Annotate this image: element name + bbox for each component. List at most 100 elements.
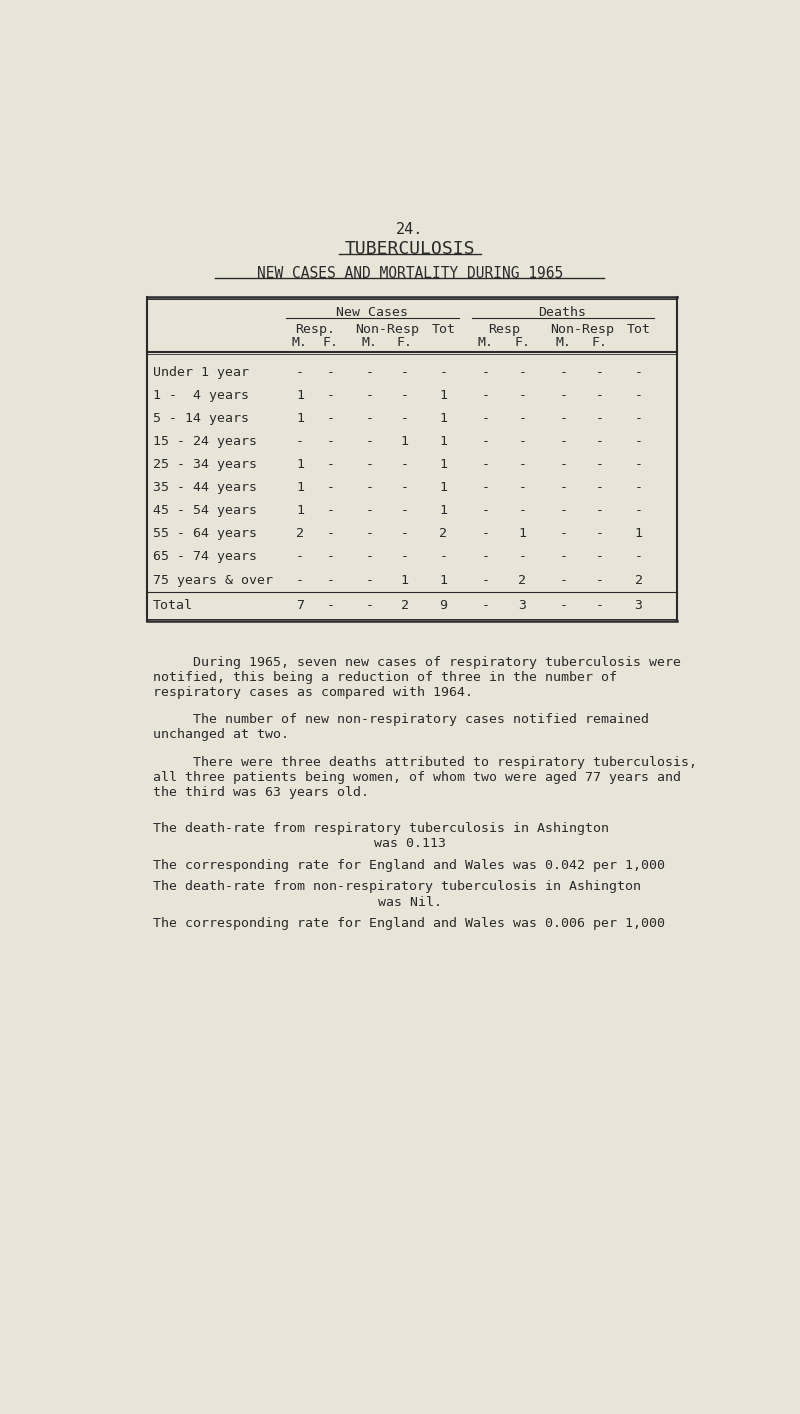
Text: -: - — [366, 505, 374, 518]
Text: TUBERCULOSIS: TUBERCULOSIS — [345, 240, 475, 257]
Text: -: - — [366, 366, 374, 379]
Text: 9: 9 — [439, 600, 447, 612]
Text: -: - — [518, 389, 526, 402]
Text: F.: F. — [323, 335, 339, 349]
Text: 1: 1 — [439, 481, 447, 493]
Text: During 1965, seven new cases of respiratory tuberculosis were
notified, this bei: During 1965, seven new cases of respirat… — [153, 656, 681, 699]
Text: -: - — [482, 600, 490, 612]
Text: 1: 1 — [296, 481, 304, 493]
Text: -: - — [518, 366, 526, 379]
Text: was Nil.: was Nil. — [378, 896, 442, 909]
Text: -: - — [366, 458, 374, 471]
Text: -: - — [366, 527, 374, 540]
Text: -: - — [327, 574, 335, 587]
Text: F.: F. — [514, 335, 530, 349]
Text: -: - — [596, 527, 604, 540]
Text: Resp.: Resp. — [295, 322, 335, 335]
Text: -: - — [366, 411, 374, 424]
Text: -: - — [366, 389, 374, 402]
Text: -: - — [482, 481, 490, 493]
Text: F.: F. — [397, 335, 413, 349]
Text: -: - — [296, 366, 304, 379]
Text: 5 - 14 years: 5 - 14 years — [153, 411, 249, 424]
Text: -: - — [327, 481, 335, 493]
Text: The number of new non-respiratory cases notified remained
unchanged at two.: The number of new non-respiratory cases … — [153, 713, 649, 741]
Text: -: - — [327, 505, 335, 518]
Text: -: - — [596, 458, 604, 471]
Text: -: - — [401, 550, 409, 564]
Text: 1: 1 — [439, 458, 447, 471]
Text: -: - — [596, 436, 604, 448]
Text: -: - — [401, 527, 409, 540]
Text: 1: 1 — [439, 436, 447, 448]
Text: -: - — [482, 550, 490, 564]
Text: -: - — [559, 411, 567, 424]
Text: 3: 3 — [518, 600, 526, 612]
Text: 1: 1 — [518, 527, 526, 540]
Text: -: - — [296, 574, 304, 587]
Text: 75 years & over: 75 years & over — [153, 574, 273, 587]
Text: 2: 2 — [634, 574, 642, 587]
Text: -: - — [482, 505, 490, 518]
Text: 7: 7 — [296, 600, 304, 612]
Text: -: - — [518, 550, 526, 564]
Text: -: - — [634, 505, 642, 518]
Text: -: - — [482, 574, 490, 587]
Text: -: - — [366, 436, 374, 448]
Text: -: - — [559, 481, 567, 493]
Text: -: - — [296, 550, 304, 564]
Text: -: - — [482, 411, 490, 424]
Text: -: - — [634, 458, 642, 471]
Text: -: - — [596, 505, 604, 518]
Text: 1: 1 — [401, 436, 409, 448]
Text: -: - — [327, 366, 335, 379]
Text: 2: 2 — [439, 527, 447, 540]
Text: 45 - 54 years: 45 - 54 years — [153, 505, 257, 518]
Text: -: - — [327, 411, 335, 424]
Text: -: - — [327, 389, 335, 402]
Text: Tot: Tot — [431, 322, 455, 335]
Text: Resp: Resp — [488, 322, 520, 335]
Text: -: - — [439, 550, 447, 564]
Text: 3: 3 — [634, 600, 642, 612]
Text: F.: F. — [592, 335, 608, 349]
Text: M.: M. — [292, 335, 308, 349]
Text: 2: 2 — [296, 527, 304, 540]
Text: M.: M. — [478, 335, 494, 349]
Text: 2: 2 — [401, 600, 409, 612]
Text: Non-Resp: Non-Resp — [550, 322, 614, 335]
Text: 1: 1 — [296, 505, 304, 518]
Text: 2: 2 — [518, 574, 526, 587]
Text: was 0.113: was 0.113 — [374, 837, 446, 850]
Text: Non-Resp: Non-Resp — [355, 322, 419, 335]
Text: Deaths: Deaths — [538, 305, 586, 318]
Text: -: - — [518, 436, 526, 448]
Text: -: - — [296, 436, 304, 448]
Text: -: - — [559, 366, 567, 379]
Text: -: - — [439, 366, 447, 379]
Text: -: - — [559, 600, 567, 612]
Text: -: - — [482, 389, 490, 402]
Text: -: - — [327, 458, 335, 471]
Text: M.: M. — [362, 335, 378, 349]
Text: Under 1 year: Under 1 year — [153, 366, 249, 379]
Text: -: - — [634, 436, 642, 448]
Text: -: - — [559, 436, 567, 448]
Text: -: - — [366, 481, 374, 493]
Text: New Cases: New Cases — [336, 305, 408, 318]
Text: -: - — [596, 600, 604, 612]
Text: -: - — [634, 366, 642, 379]
Text: -: - — [518, 458, 526, 471]
Text: 1: 1 — [296, 389, 304, 402]
Text: Total: Total — [153, 600, 193, 612]
Text: There were three deaths attributed to respiratory tuberculosis,
all three patien: There were three deaths attributed to re… — [153, 756, 697, 799]
Text: -: - — [596, 550, 604, 564]
Text: -: - — [634, 481, 642, 493]
Text: 1 -  4 years: 1 - 4 years — [153, 389, 249, 402]
Text: The corresponding rate for England and Wales was 0.042 per 1,000: The corresponding rate for England and W… — [153, 858, 665, 872]
Text: 25 - 34 years: 25 - 34 years — [153, 458, 257, 471]
Text: -: - — [401, 389, 409, 402]
Text: -: - — [366, 574, 374, 587]
Text: The corresponding rate for England and Wales was 0.006 per 1,000: The corresponding rate for England and W… — [153, 918, 665, 930]
Text: -: - — [518, 481, 526, 493]
